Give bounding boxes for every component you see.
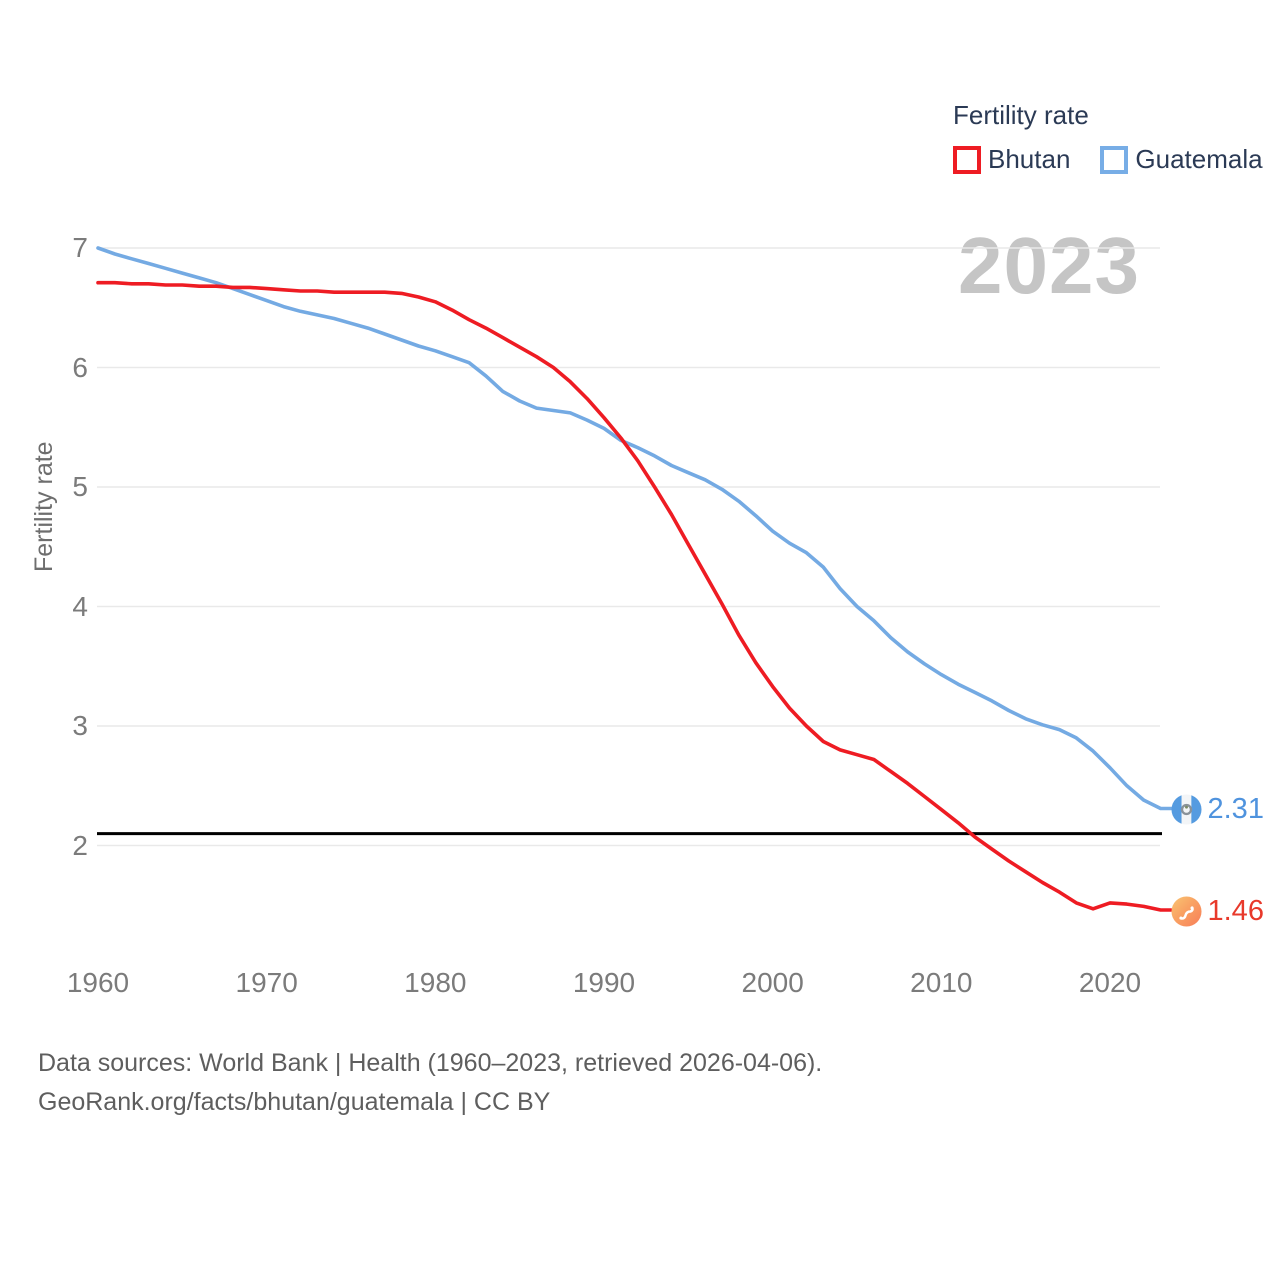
y-tick-label-2: 2 (72, 829, 88, 861)
line-guatemala[interactable] (96, 246, 1173, 811)
legend: Fertility rate Bhutan Guatemala (953, 100, 1263, 175)
y-tick-label-7: 7 (72, 232, 88, 263)
x-tick-label-1990: 1990 (572, 967, 636, 998)
x-tick-label-1970: 1970 (235, 967, 298, 998)
guatemala-end-value: 2.31 (1207, 792, 1264, 825)
year-watermark: 2023 (958, 221, 1140, 310)
y-tick-label-3: 3 (72, 710, 88, 741)
x-tick-label-1960: 1960 (66, 967, 130, 998)
guatemala-end-marker[interactable]: 2.31 (1170, 792, 1264, 826)
source-footer: Data sources: World Bank | Health (1960–… (38, 1044, 822, 1122)
bhutan-color-swatch (953, 145, 981, 174)
line-bhutan[interactable] (96, 280, 1173, 912)
legend-label-bhutan: Bhutan (988, 144, 1071, 174)
legend-item-guatemala[interactable]: Guatemala (1100, 144, 1263, 175)
bhutan-end-marker[interactable]: 1.46 (1170, 894, 1264, 928)
x-tick-label-1980: 1980 (404, 967, 467, 998)
x-tick-label-2000: 2000 (741, 967, 804, 998)
legend-label-guatemala: Guatemala (1135, 144, 1263, 174)
legend-title: Fertility rate (953, 100, 1089, 130)
guatemala-color-swatch (1100, 145, 1129, 174)
source-line-1: Data sources: World Bank | Health (1960–… (38, 1049, 823, 1077)
legend-items: Bhutan Guatemala (953, 144, 1263, 175)
y-tick-label-4: 4 (72, 590, 88, 622)
y-tick-label-6: 6 (72, 351, 88, 383)
x-tick-label-2010: 2010 (910, 967, 973, 998)
guatemala-flag-icon (1170, 794, 1202, 825)
x-tick-label-2020: 2020 (1078, 967, 1142, 998)
legend-item-bhutan[interactable]: Bhutan (953, 144, 1070, 175)
bhutan-flag-icon (1170, 896, 1202, 927)
bhutan-end-value: 1.46 (1207, 894, 1264, 927)
source-line-2: GeoRank.org/facts/bhutan/guatemala | CC … (38, 1088, 551, 1116)
y-tick-label-5: 5 (72, 471, 88, 502)
